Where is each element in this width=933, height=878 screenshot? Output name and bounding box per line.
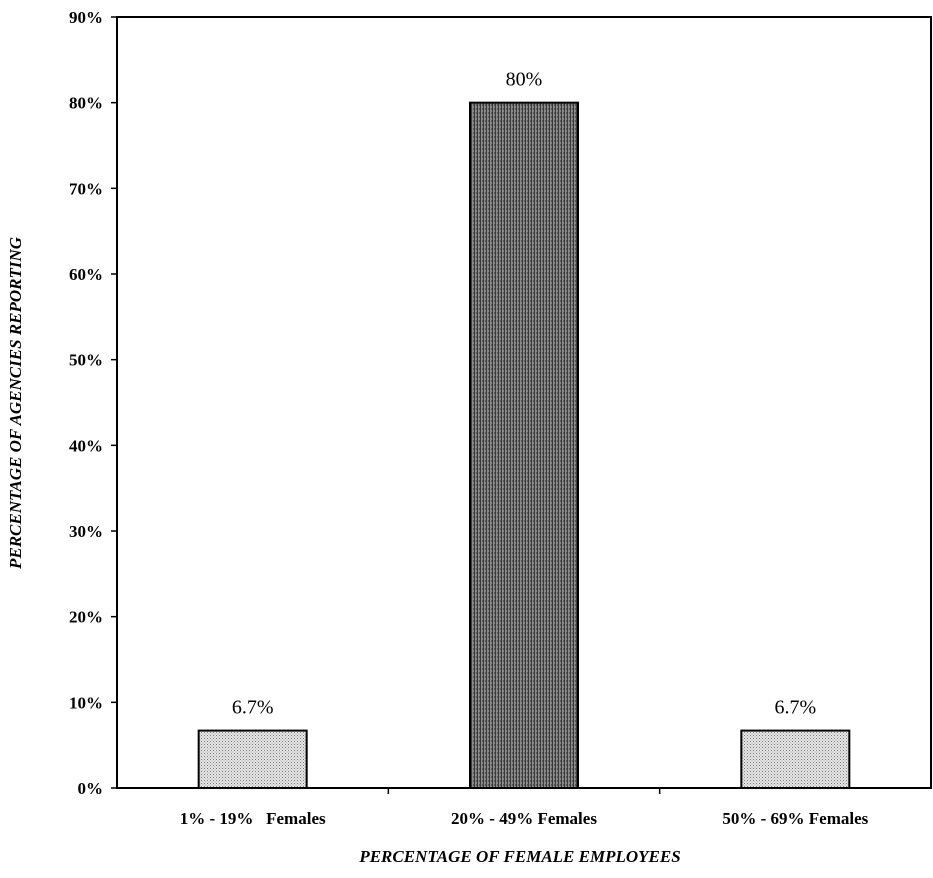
y-tick-label: 90% [69, 8, 103, 27]
y-tick-label: 50% [69, 351, 103, 370]
y-tick-label: 20% [69, 608, 103, 627]
y-tick-label: 80% [69, 94, 103, 113]
y-axis-title: PERCENTAGE OF AGENCIES REPORTING [6, 236, 25, 570]
x-category-label: 1% - 19% Females [180, 809, 326, 828]
x-category-label: 20% - 49% Females [451, 809, 597, 828]
bar [197, 729, 308, 789]
x-axis-title: PERCENTAGE OF FEMALE EMPLOYEES [358, 847, 680, 866]
bar-data-label: 80% [506, 69, 543, 91]
y-tick-label: 40% [69, 436, 103, 455]
y-axis: 0% 10% 20% 30% 40% 50% 60% 70% 80% 90% [69, 8, 117, 798]
x-category-label: 50% - 69% Females [722, 809, 868, 828]
y-tick-label: 60% [69, 265, 103, 284]
x-axis: 1% - 19% Females 20% - 49% Females 50% - 6… [180, 788, 869, 828]
y-tick-label: 70% [69, 179, 103, 198]
y-tick-label: 10% [69, 693, 103, 712]
bar [740, 729, 851, 789]
y-tick-label: 0% [78, 779, 104, 798]
data-labels: 6.7% 80% 6.7% [232, 69, 816, 719]
bar-data-label: 6.7% [774, 697, 816, 719]
bar [469, 101, 579, 789]
y-tick-label: 30% [69, 522, 103, 541]
bars [197, 101, 851, 789]
bar-data-label: 6.7% [232, 697, 274, 719]
